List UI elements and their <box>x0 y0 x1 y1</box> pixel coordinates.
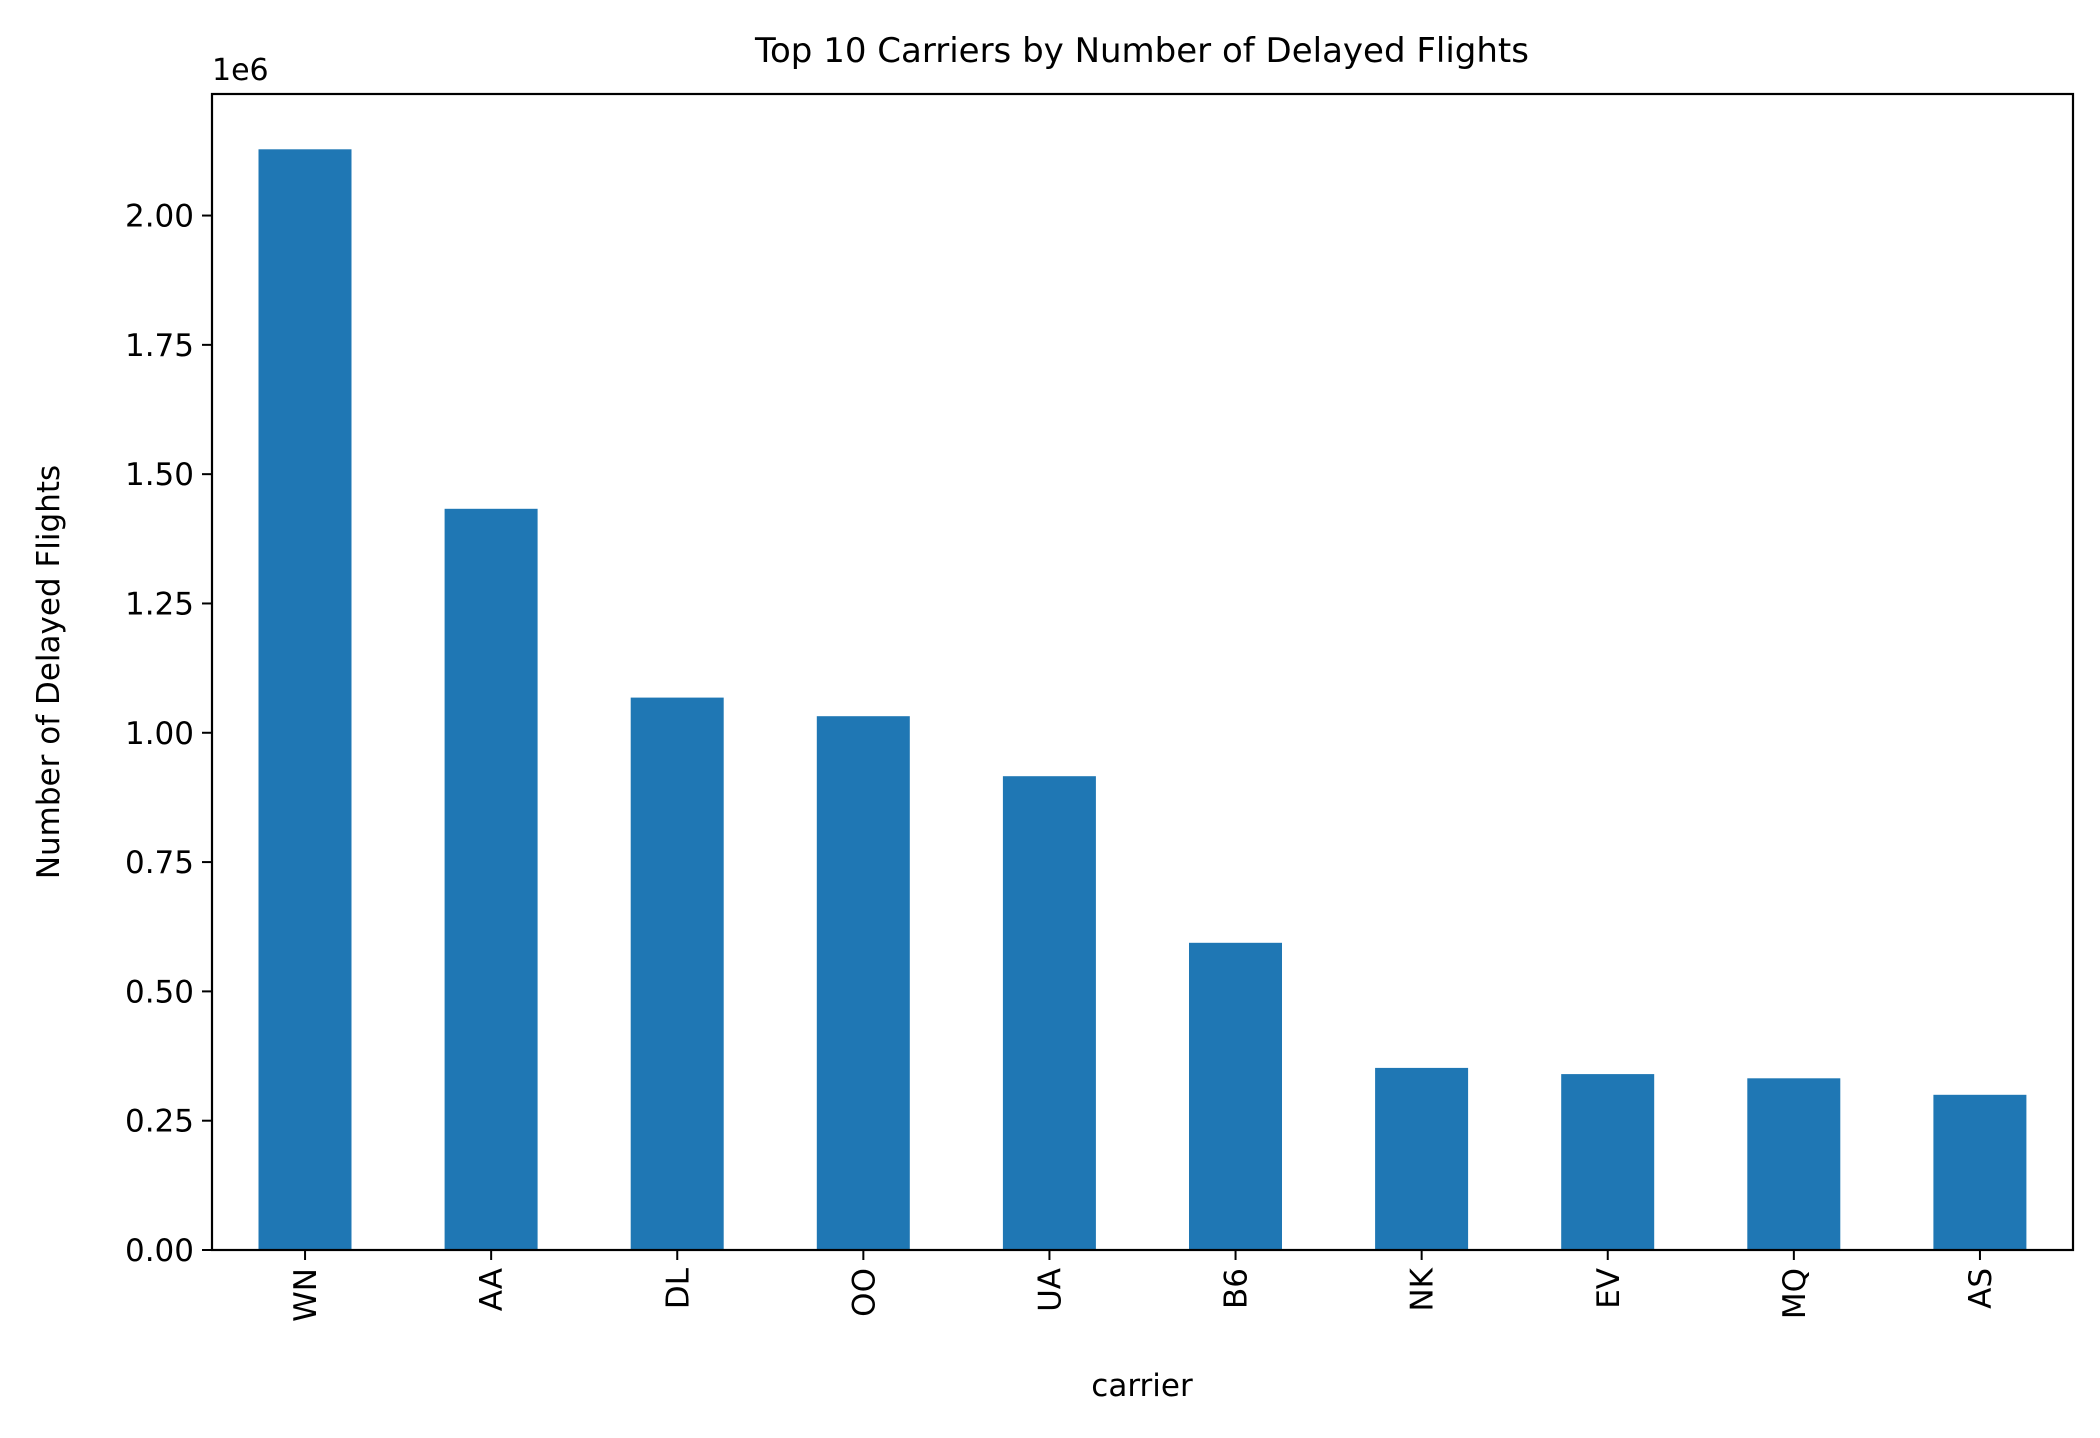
y-tick-label: 1.00 <box>125 716 194 752</box>
bar-nk <box>1375 1067 1469 1250</box>
y-offset-label: 1e6 <box>212 53 269 88</box>
y-tick-label: 1.50 <box>125 457 194 493</box>
y-tick-label: 1.25 <box>125 586 194 622</box>
bar-dl <box>630 697 724 1250</box>
x-tick-label-dl: DL <box>660 1267 696 1309</box>
x-ticks-group: WN AA DL OO UA B6 NK EV MQ AS <box>288 1250 1999 1322</box>
bar-ua <box>1002 776 1096 1250</box>
x-tick-label-as: AS <box>1963 1268 1999 1309</box>
bar-ev <box>1561 1074 1655 1250</box>
y-tick-label: 0.25 <box>125 1104 194 1140</box>
y-tick-label: 1.75 <box>125 328 194 364</box>
bar-wn <box>258 149 352 1250</box>
y-tick-label: 0.00 <box>125 1233 194 1269</box>
plot-frame <box>210 92 2075 1252</box>
y-axis-label: Number of Delayed Flights <box>31 465 67 879</box>
x-tick-label-ua: UA <box>1032 1268 1068 1312</box>
x-tick-label-wn: WN <box>288 1268 324 1322</box>
chart-title: Top 10 Carriers by Number of Delayed Fli… <box>754 31 1529 71</box>
y-tick-label: 0.75 <box>125 845 194 881</box>
bar-b6 <box>1189 942 1282 1250</box>
y-ticks-group: 0.00 0.25 0.50 0.75 1.00 1.25 1.50 1.75 2.00 <box>125 199 212 1269</box>
x-tick-label-aa: AA <box>474 1268 510 1311</box>
bar-mq <box>1747 1078 1841 1250</box>
x-tick-label-b6: B6 <box>1219 1268 1255 1309</box>
bar-oo <box>816 716 910 1250</box>
x-tick-label-nk: NK <box>1405 1267 1441 1311</box>
bar-as <box>1933 1094 2027 1250</box>
y-tick-label: 2.00 <box>125 199 194 235</box>
y-tick-label: 0.50 <box>125 974 194 1010</box>
x-axis-label: carrier <box>1091 1368 1193 1404</box>
x-tick-label-oo: OO <box>846 1268 882 1317</box>
bars-group <box>258 149 2027 1250</box>
x-tick-label-mq: MQ <box>1777 1268 1813 1319</box>
bar-aa <box>444 508 538 1250</box>
x-tick-label-ev: EV <box>1591 1268 1627 1309</box>
